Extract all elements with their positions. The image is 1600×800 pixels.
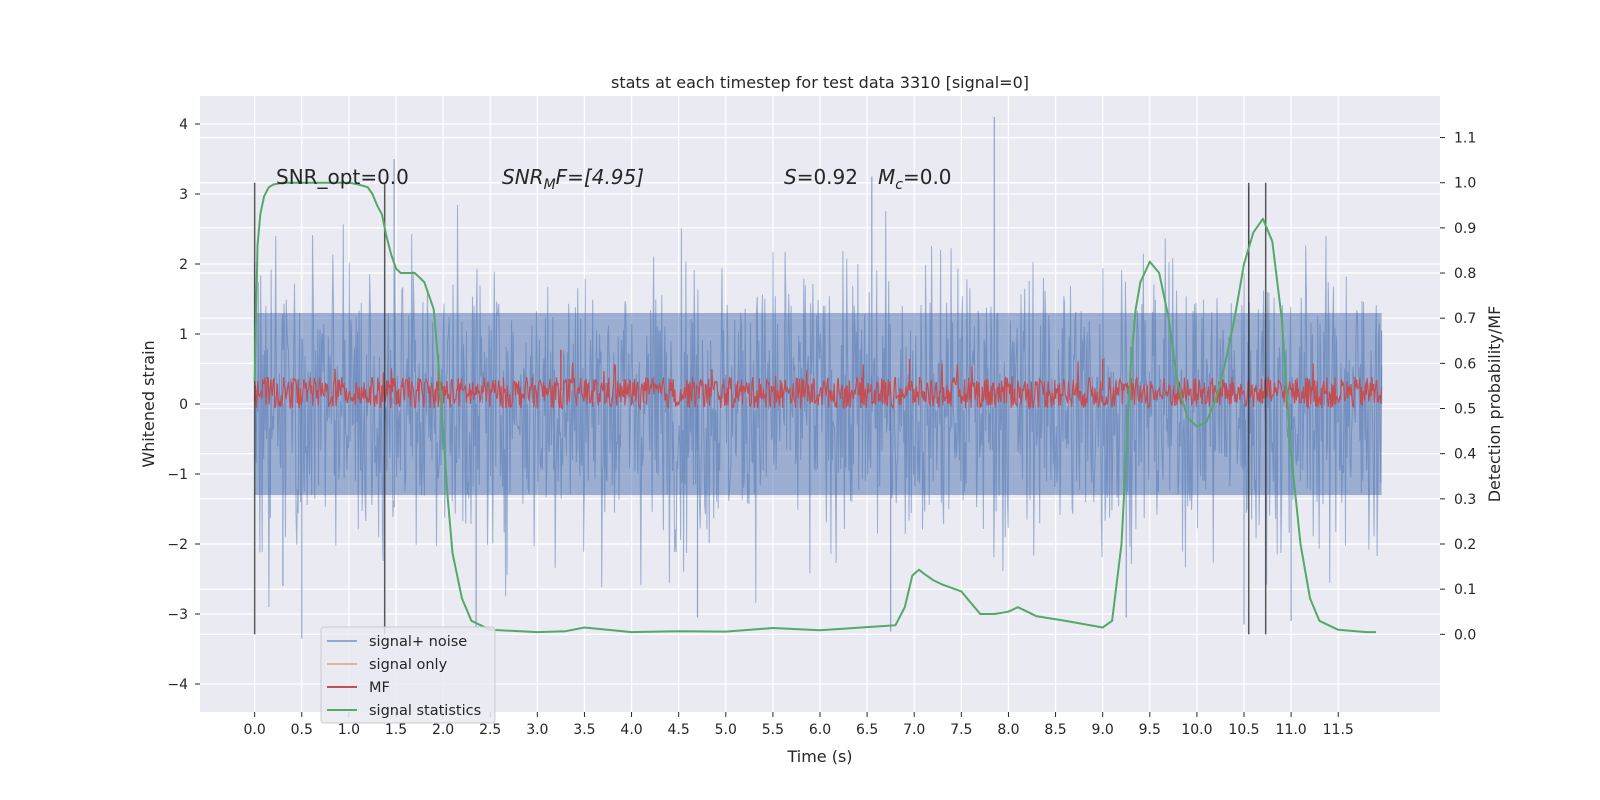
series-signal-statistics [253,181,1376,634]
x-tick-label: 3.0 [526,722,548,738]
y2-tick-label: 0.8 [1454,266,1476,282]
annotation-mc: Mc=0.0 [878,165,952,193]
legend: signal+ noise signal only MF signal stat… [320,626,496,724]
legend-label: signal+ noise [369,634,467,650]
annotations: SNR_opt=0.0 SNRMF=[4.95] S=0.92 Mc=0.0 [276,165,952,193]
x-tick-label: 4.0 [620,722,642,738]
legend-label: MF [369,680,390,696]
x-tick-label: 0.5 [291,722,313,738]
annotation-snr-mf: SNRMF=[4.95] [502,165,644,193]
x-tick-label: 10.5 [1228,722,1259,738]
y-tick-label: −2 [167,537,188,553]
y2-tick-label: 0.5 [1454,402,1476,418]
x-tick-label: 7.0 [903,722,925,738]
y2-tick-label: 0.0 [1454,627,1476,643]
x-tick-label: 10.0 [1181,722,1212,738]
y-tick-label: −1 [167,467,188,483]
y-tick-label: 1 [179,327,188,343]
x-tick-label: 3.5 [573,722,595,738]
x-tick-label: 9.0 [1092,722,1114,738]
x-tick-label: 8.5 [1044,722,1066,738]
legend-item-signal-only: signal only [327,657,448,673]
legend-item-signal-noise: signal+ noise [327,634,467,650]
x-tick-label: 5.5 [762,722,784,738]
x-tick-label: 9.5 [1139,722,1161,738]
y2-tick-label: 0.1 [1454,582,1476,598]
y-tick-label: 4 [179,117,188,133]
legend-item-mf: MF [327,680,390,696]
y-tick-label: 0 [179,397,188,413]
vertical-markers [253,182,1267,635]
x-tick-label: 11.0 [1276,722,1307,738]
x-tick-label: 6.5 [856,722,878,738]
y-tick-label: 3 [179,187,188,203]
noise-trace [254,204,1383,608]
x-tick-label: 1.0 [338,722,360,738]
y2-tick-label: 0.6 [1454,356,1476,372]
x-tick-label: 7.5 [950,722,972,738]
y2-axis-label: Detection probability/MF [1485,306,1504,503]
x-axis-label: Time (s) [786,747,852,766]
y-tick-label: 2 [179,257,188,273]
y2-tick-label: 0.2 [1454,537,1476,553]
y2-tick-label: 1.1 [1454,131,1476,147]
x-tick-label: 6.0 [809,722,831,738]
mf-trace [254,361,1383,411]
x-tick-label: 5.0 [715,722,737,738]
axis-ticks: 0.0 0.5 1.0 1.5 2.0 2.5 3.0 3.5 4.0 4.5 5.0 5.5 6.0 6… [167,117,1476,738]
annotation-s: S=0.92 [784,165,858,189]
x-tick-label: 2.0 [432,722,454,738]
chart-title: stats at each timestep for test data 331… [611,73,1029,92]
x-tick-label: 2.5 [479,722,501,738]
legend-label: signal statistics [369,703,481,719]
annotation-snr-opt: SNR_opt=0.0 [276,165,409,189]
signal-statistics-line [253,181,1376,634]
x-tick-label: 8.0 [997,722,1019,738]
legend-box [320,626,496,724]
x-tick-label: 4.5 [668,722,690,738]
x-tick-label: 11.5 [1323,722,1354,738]
y-tick-label: −3 [167,607,188,623]
y2-tick-label: 1.0 [1454,176,1476,192]
y2-tick-label: 0.3 [1454,492,1476,508]
x-tick-label: 1.5 [385,722,407,738]
y2-tick-label: 0.4 [1454,447,1476,463]
y2-tick-label: 0.7 [1454,311,1476,327]
x-tick-label: 0.0 [244,722,266,738]
legend-label: signal only [369,657,448,673]
y-axis-label: Whitened strain [139,340,158,467]
y2-tick-label: 0.9 [1454,221,1476,237]
y-tick-label: −4 [167,677,188,693]
series-mf [254,349,1383,411]
legend-item-signal-statistics: signal statistics [327,703,481,719]
